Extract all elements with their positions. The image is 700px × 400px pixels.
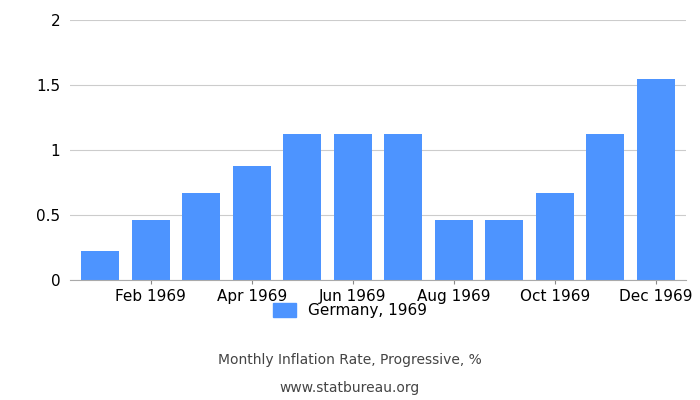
Bar [587, 134, 624, 280]
Bar [435, 220, 472, 280]
Bar [132, 220, 169, 280]
Text: www.statbureau.org: www.statbureau.org [280, 381, 420, 395]
Bar [536, 193, 574, 280]
Bar [334, 134, 372, 280]
Bar [182, 193, 220, 280]
Legend: Germany, 1969: Germany, 1969 [267, 297, 433, 324]
Bar [637, 78, 675, 280]
Bar [485, 220, 523, 280]
Bar [384, 134, 422, 280]
Bar [233, 166, 271, 280]
Text: Monthly Inflation Rate, Progressive, %: Monthly Inflation Rate, Progressive, % [218, 353, 482, 367]
Bar [81, 252, 119, 280]
Bar [284, 134, 321, 280]
